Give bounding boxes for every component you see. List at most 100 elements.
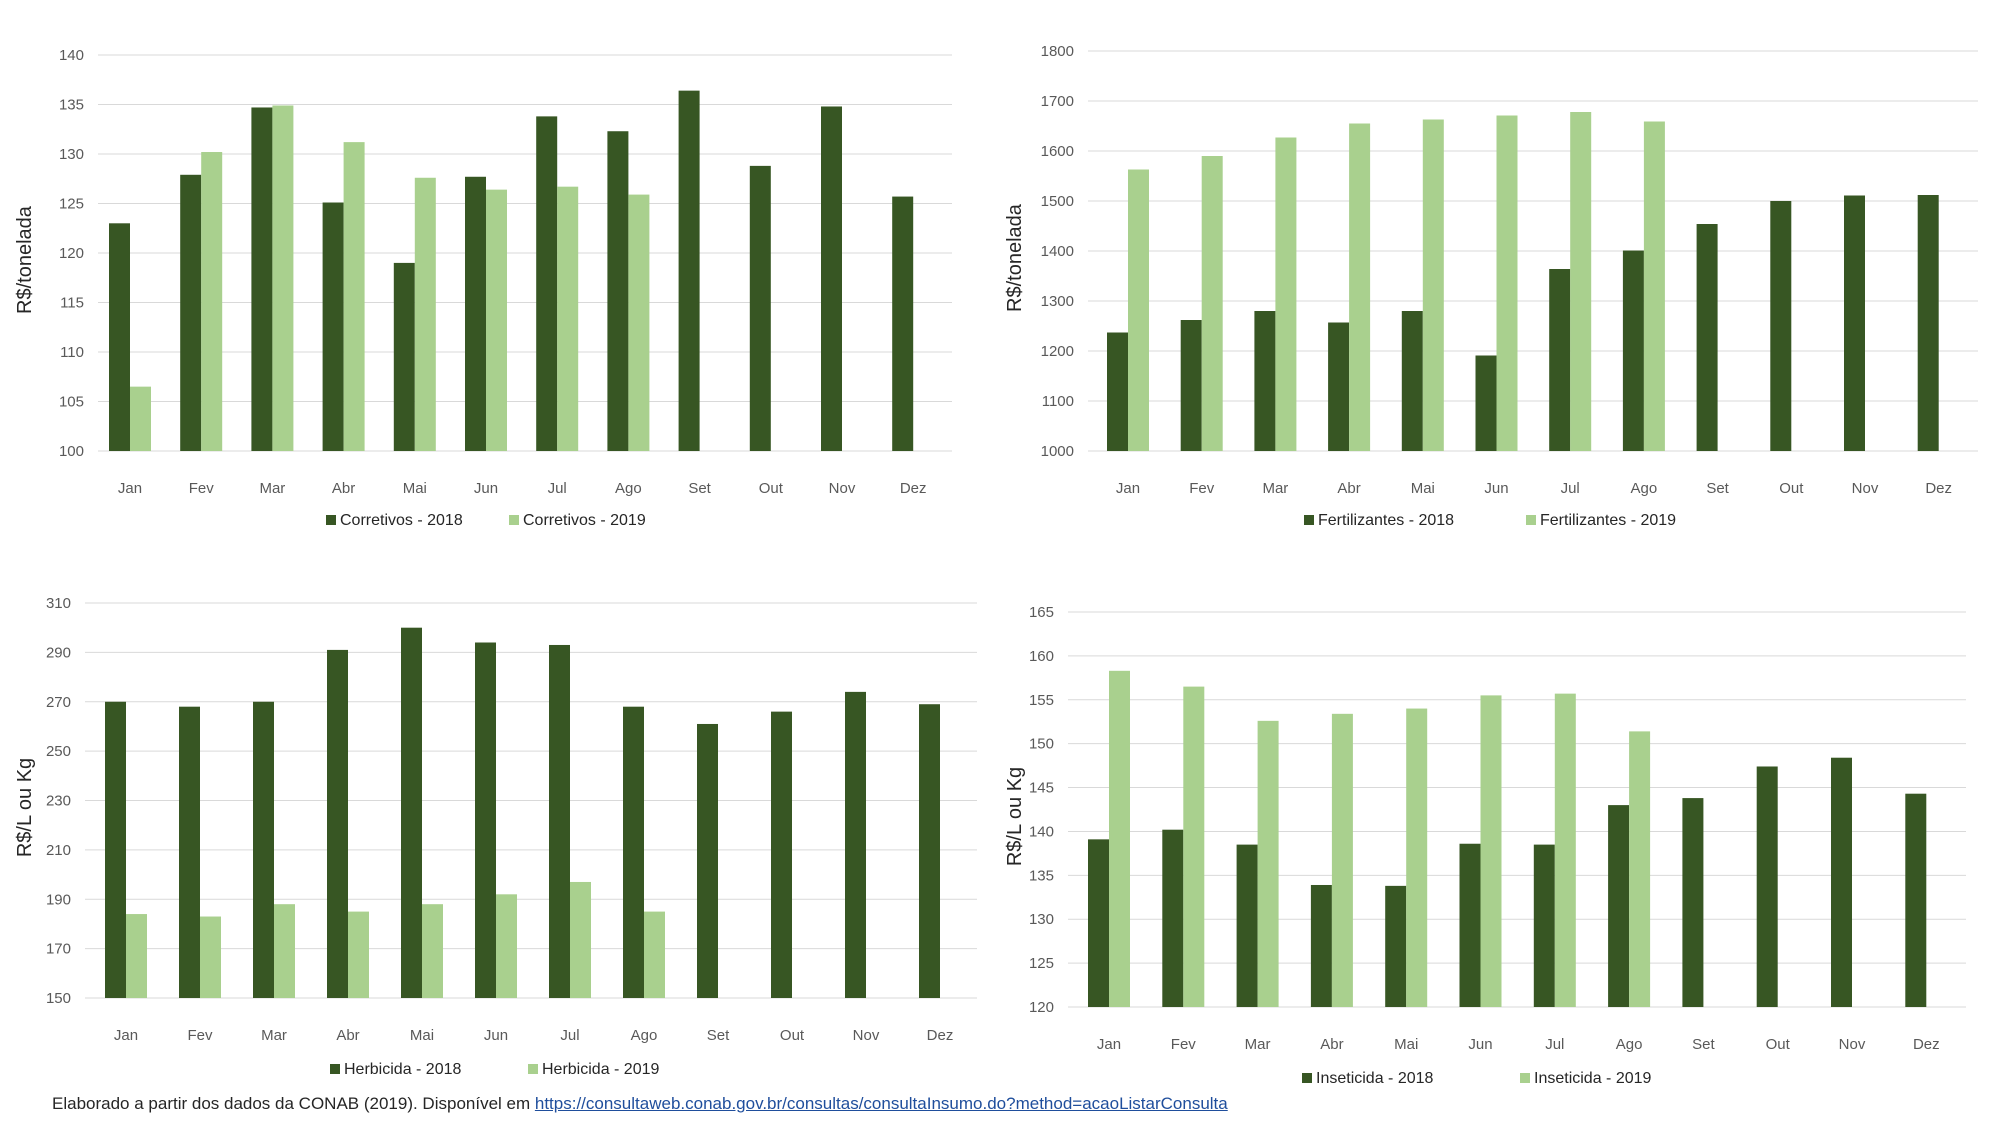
x-tick-label: Mai — [1411, 480, 1435, 497]
x-tick-label: Set — [1706, 480, 1729, 497]
x-tick-label: Dez — [900, 480, 927, 497]
bar — [697, 723, 718, 998]
x-tick-label: Set — [688, 480, 711, 497]
x-tick-label: Out — [759, 480, 784, 497]
y-tick-label: 145 — [1029, 780, 1054, 797]
bar — [180, 174, 202, 452]
x-tick-label: Nov — [1839, 1036, 1866, 1053]
x-tick-label: Dez — [1925, 480, 1952, 497]
bar — [1756, 766, 1778, 1007]
bar — [1088, 839, 1109, 1007]
bar — [1643, 121, 1665, 451]
bar — [1275, 137, 1297, 451]
bar — [1533, 844, 1555, 1007]
y-tick-label: 1300 — [1041, 293, 1074, 310]
x-tick-label: Out — [1766, 1036, 1791, 1053]
legend-label: Fertilizantes - 2018 — [1318, 512, 1454, 529]
y-tick-label: 270 — [46, 694, 71, 711]
x-tick-label: Ago — [1631, 480, 1658, 497]
bar — [1570, 112, 1592, 451]
y-tick-label: 125 — [59, 196, 84, 213]
x-tick-label: Mai — [403, 480, 427, 497]
y-tick-label: 170 — [46, 941, 71, 958]
bar — [845, 691, 866, 998]
bar — [1475, 355, 1497, 451]
x-tick-label: Mai — [1394, 1036, 1418, 1053]
bar — [465, 176, 486, 451]
bar — [1162, 829, 1184, 1007]
bar — [1310, 884, 1332, 1007]
bar — [919, 704, 940, 998]
x-tick-label: Dez — [1913, 1036, 1940, 1053]
x-tick-label: Jun — [484, 1027, 508, 1044]
bar — [393, 262, 415, 451]
x-tick-label: Nov — [1852, 480, 1879, 497]
source-note: Elaborado a partir dos dados da CONAB (2… — [52, 1094, 1228, 1114]
source-text: Elaborado a partir dos dados da CONAB (2… — [52, 1094, 535, 1113]
y-tick-label: 210 — [46, 842, 71, 859]
bar — [1844, 195, 1865, 451]
bar — [749, 165, 771, 451]
bar — [126, 914, 147, 998]
legend-swatch — [1302, 1073, 1312, 1083]
legend-label: Inseticida - 2018 — [1316, 1070, 1434, 1087]
bar — [557, 186, 579, 452]
y-tick-label: 1800 — [1041, 43, 1074, 60]
bar — [1917, 195, 1939, 451]
bar — [892, 196, 914, 451]
bar — [348, 911, 369, 998]
y-tick-label: 190 — [46, 891, 71, 908]
bar — [1459, 843, 1481, 1007]
x-tick-label: Jan — [1116, 480, 1140, 497]
bar — [1257, 720, 1279, 1007]
x-tick-label: Fev — [1171, 1036, 1197, 1053]
x-tick-label: Jun — [474, 480, 498, 497]
source-link[interactable]: https://consultaweb.conab.gov.br/consult… — [534, 1094, 1228, 1113]
bar — [343, 142, 365, 451]
y-tick-label: 1100 — [1042, 393, 1074, 410]
y-tick-label: 135 — [59, 97, 84, 114]
bar — [496, 894, 517, 998]
bar — [1128, 169, 1149, 451]
y-tick-label: 1500 — [1041, 193, 1074, 210]
y-tick-label: 135 — [1029, 867, 1054, 884]
bar — [105, 701, 126, 998]
bar — [1549, 269, 1571, 451]
bar — [1109, 670, 1130, 1007]
bar — [274, 904, 295, 998]
bar — [109, 223, 130, 451]
bar — [623, 706, 644, 998]
bar — [1422, 119, 1444, 451]
y-tick-label: 115 — [60, 295, 84, 312]
bar — [821, 106, 842, 451]
bar — [401, 627, 422, 998]
x-tick-label: Mar — [259, 480, 285, 497]
x-tick-label: Jul — [1561, 480, 1580, 497]
y-tick-label: 290 — [46, 644, 71, 661]
y-tick-label: 140 — [1029, 823, 1054, 840]
bar — [1905, 793, 1927, 1007]
y-axis-label: R$/L ou Kg — [1004, 767, 1026, 866]
bar — [678, 90, 700, 451]
y-tick-label: 125 — [1029, 955, 1054, 972]
bar — [1406, 708, 1428, 1007]
bar — [253, 701, 274, 998]
x-tick-label: Nov — [829, 480, 856, 497]
y-tick-label: 165 — [1029, 604, 1054, 621]
bar — [1254, 311, 1276, 451]
legend-label: Herbicida - 2019 — [542, 1061, 660, 1078]
x-tick-label: Abr — [1320, 1036, 1343, 1053]
bar — [1401, 311, 1423, 451]
bar — [771, 711, 792, 998]
x-tick-label: Jan — [114, 1027, 138, 1044]
bar — [1696, 224, 1718, 451]
legend-swatch — [528, 1064, 538, 1074]
legend-label: Inseticida - 2019 — [1534, 1070, 1652, 1087]
bar — [272, 105, 294, 452]
x-tick-label: Out — [780, 1027, 805, 1044]
bar — [414, 177, 436, 451]
x-tick-label: Fev — [1189, 480, 1215, 497]
bar — [179, 706, 200, 998]
bar — [1180, 320, 1202, 451]
